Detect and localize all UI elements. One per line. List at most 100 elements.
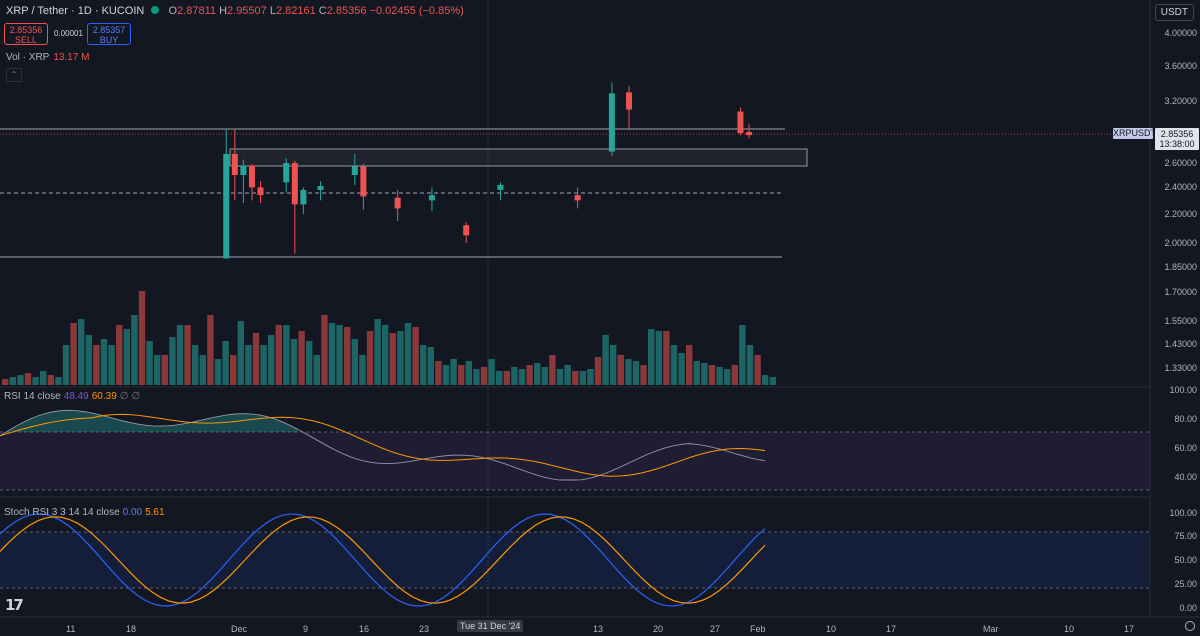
volume-legend-label: Vol · XRP	[6, 52, 50, 63]
volume-bar	[222, 341, 229, 385]
volume-bar	[594, 357, 602, 385]
time-tick: 16	[359, 624, 370, 634]
rsi-tick: 80.00	[1174, 414, 1197, 424]
volume-bar	[328, 323, 336, 385]
collapse-legend-icon[interactable]: ⌃	[6, 68, 22, 82]
rsi-band	[0, 432, 1150, 490]
volume-bar	[435, 361, 442, 385]
volume-bar	[442, 365, 450, 385]
volume-bar	[9, 377, 16, 385]
currency-button[interactable]: USDT	[1154, 4, 1194, 21]
volume-bar	[24, 373, 32, 385]
volume-bar	[313, 355, 320, 385]
volume-bar	[625, 359, 632, 385]
stoch-d-value: 5.61	[145, 507, 165, 518]
volume-bar	[283, 325, 290, 385]
volume-bar	[769, 377, 776, 385]
rsi-value: 48.49	[63, 391, 89, 402]
candle-body	[608, 93, 615, 152]
volume-bar	[549, 355, 556, 385]
time-tick: 27	[710, 624, 721, 634]
volume-bar	[739, 325, 746, 385]
volume-bar	[518, 369, 526, 385]
volume-bar	[146, 341, 153, 385]
time-tick: 17	[886, 624, 897, 634]
rsi-ma-line	[0, 413, 766, 477]
stoch-legend-label: Stoch RSI 3 3 14 14 close	[4, 507, 120, 518]
volume-bar	[397, 331, 404, 385]
volume-bar	[245, 345, 252, 385]
buy-button[interactable]: 2.85357 BUY	[87, 23, 131, 45]
volume-bar	[184, 325, 191, 385]
volume-bar	[427, 347, 434, 385]
bar-countdown: 13:38:00	[1159, 139, 1195, 149]
volume-bar	[321, 315, 328, 385]
rsi-ma-value: 60.39	[91, 391, 117, 402]
volume-bar	[17, 375, 24, 385]
current-symbol-tag: XRPUSDT	[1113, 128, 1157, 139]
spread-value: 0.00001	[54, 29, 83, 38]
time-tick: 20	[653, 624, 664, 634]
price-tick: 2.60000	[1164, 158, 1197, 168]
volume-bar	[306, 341, 313, 385]
time-tick: Feb	[750, 624, 766, 634]
volume-bar	[708, 365, 716, 385]
volume-bar	[230, 355, 237, 385]
time-tick: Dec	[231, 624, 248, 634]
buy-price: 2.85357	[92, 25, 126, 35]
sell-button[interactable]: 2.85356 SELL	[4, 23, 48, 45]
symbol-title[interactable]: XRP / Tether · 1D · KUCOIN	[6, 5, 145, 17]
candle-body	[248, 165, 255, 188]
volume-bar	[252, 333, 260, 385]
close-label: C	[318, 5, 327, 17]
volume-bar	[663, 331, 670, 385]
candle-body	[283, 163, 290, 183]
volume-legend[interactable]: Vol · XRP 13.17 M	[6, 52, 90, 63]
volume-bar	[123, 329, 130, 385]
time-tick: 10	[826, 624, 837, 634]
time-tick: 18	[126, 624, 137, 634]
stoch-tick: 100.00	[1169, 508, 1197, 518]
stoch-tick: 50.00	[1174, 555, 1197, 565]
volume-bar	[214, 359, 222, 385]
gear-icon[interactable]	[1185, 621, 1195, 631]
time-tick: 17	[1124, 624, 1135, 634]
volume-bar	[138, 291, 146, 385]
rsi-legend[interactable]: RSI 14 close 48.49 60.39 ∅ ∅	[4, 391, 140, 402]
volume-bar	[93, 345, 100, 385]
volume-bar	[640, 365, 647, 385]
tradingview-logo-icon[interactable]: 17	[5, 596, 24, 614]
rsi-tick: 40.00	[1174, 472, 1197, 482]
volume-bar	[192, 345, 199, 385]
volume-bar	[648, 329, 655, 385]
volume-bar	[382, 325, 389, 385]
low-label: L	[269, 5, 276, 17]
volume-bar	[199, 355, 206, 385]
rsi-tick: 100.00	[1169, 385, 1197, 395]
volume-bar	[746, 345, 754, 385]
volume-bar	[655, 331, 662, 385]
stoch-band	[0, 532, 1150, 588]
volume-bar	[678, 353, 685, 385]
volume-bar	[169, 337, 176, 385]
rsi-empty-2: ∅	[131, 391, 141, 402]
candle-body	[231, 153, 238, 175]
resistance-zone-box[interactable]	[229, 148, 808, 167]
candle-body	[360, 166, 367, 197]
candle-body	[737, 111, 744, 134]
price-tick: 2.40000	[1164, 182, 1197, 192]
volume-bar	[693, 361, 700, 385]
volume-bar	[488, 359, 495, 385]
stoch-tick: 75.00	[1174, 531, 1197, 541]
volume-bar	[131, 315, 138, 385]
volume-bar	[670, 345, 678, 385]
volume-legend-value: 13.17 M	[53, 52, 90, 63]
stoch-tick: 0.00	[1179, 603, 1197, 613]
time-tick: 23	[419, 624, 430, 634]
volume-bar	[161, 355, 168, 385]
time-tick: 9	[303, 624, 309, 634]
volume-bars	[2, 291, 776, 385]
stoch-legend[interactable]: Stoch RSI 3 3 14 14 close 0.00 5.61	[4, 507, 165, 518]
volume-bar	[100, 339, 108, 385]
